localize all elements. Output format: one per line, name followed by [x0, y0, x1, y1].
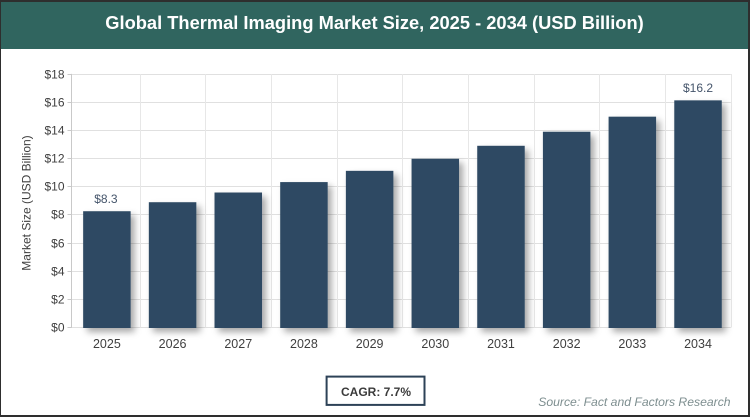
svg-text:2026: 2026 [159, 337, 187, 351]
svg-text:$14: $14 [44, 123, 64, 137]
svg-text:$16.2: $16.2 [683, 81, 713, 95]
svg-text:$2: $2 [51, 292, 65, 306]
svg-text:2032: 2032 [553, 337, 581, 351]
svg-text:$8: $8 [51, 207, 65, 221]
svg-text:Market Size (USD Billion): Market Size (USD Billion) [20, 135, 34, 270]
svg-text:CAGR: 7.7%: CAGR: 7.7% [341, 385, 411, 399]
svg-text:2033: 2033 [618, 337, 646, 351]
svg-text:2030: 2030 [421, 337, 449, 351]
svg-text:$6: $6 [51, 236, 65, 250]
svg-text:Source: Fact and Factors Resea: Source: Fact and Factors Research [538, 395, 731, 409]
svg-text:2031: 2031 [487, 337, 515, 351]
svg-text:$8.3: $8.3 [94, 192, 118, 206]
svg-text:2034: 2034 [684, 337, 712, 351]
svg-text:$4: $4 [51, 264, 65, 278]
svg-text:2027: 2027 [224, 337, 252, 351]
svg-text:$10: $10 [44, 179, 64, 193]
svg-text:$0: $0 [51, 320, 65, 334]
svg-text:2028: 2028 [290, 337, 318, 351]
svg-text:$12: $12 [44, 151, 64, 165]
svg-text:$18: $18 [44, 67, 64, 81]
svg-text:2029: 2029 [356, 337, 384, 351]
svg-text:2025: 2025 [93, 337, 121, 351]
svg-text:$16: $16 [44, 95, 64, 109]
